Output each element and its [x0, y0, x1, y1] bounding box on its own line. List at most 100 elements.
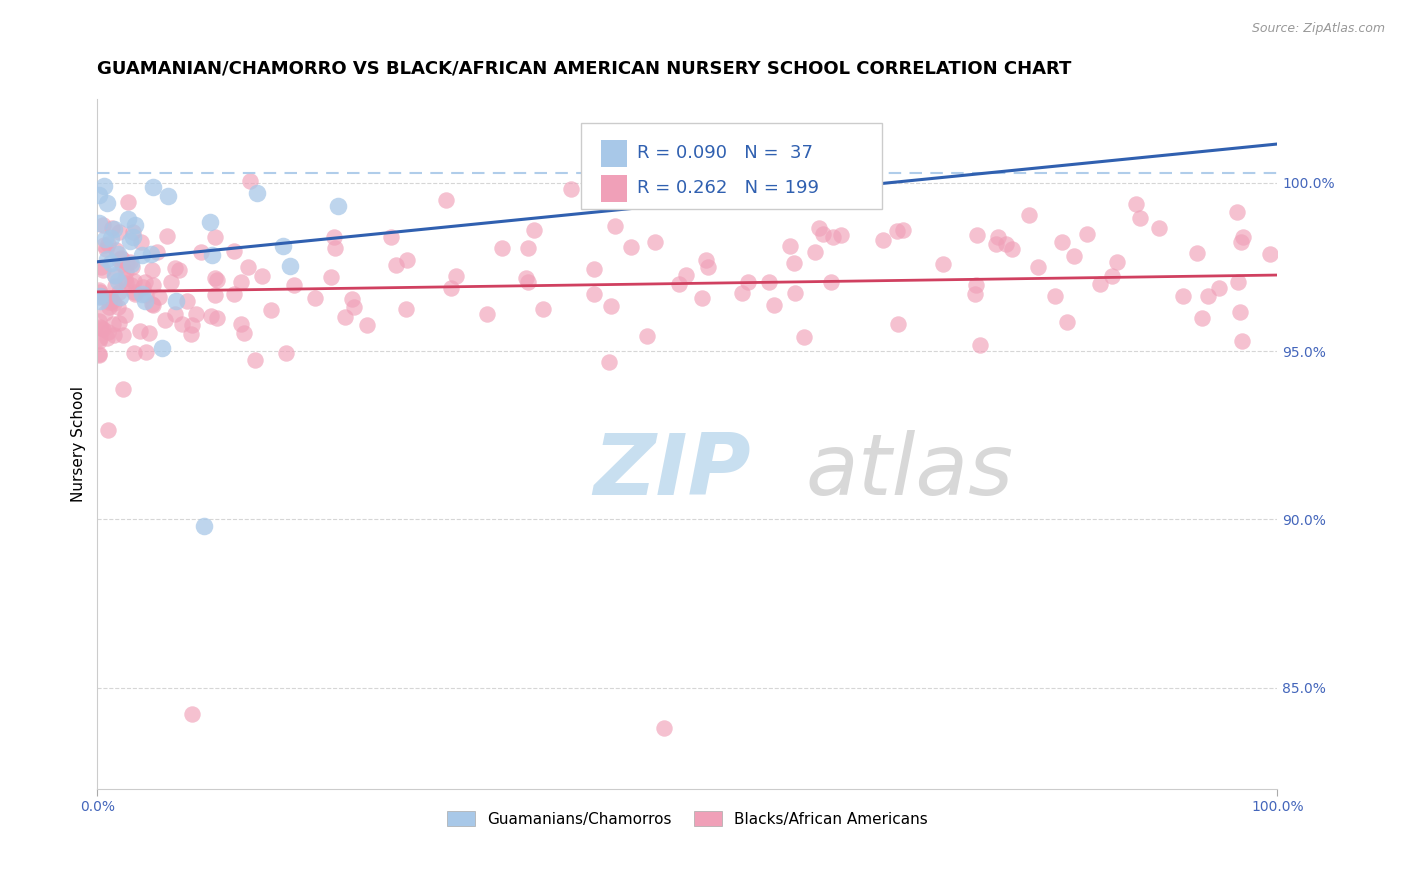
Point	[323, 229, 346, 244]
Point	[89, 348, 111, 362]
Point	[105, 244, 128, 258]
Point	[180, 707, 202, 722]
Point	[101, 220, 124, 235]
Point	[1045, 289, 1067, 303]
Point	[204, 288, 226, 302]
Point	[1230, 235, 1253, 249]
Point	[112, 328, 135, 343]
Point	[491, 241, 513, 255]
Point	[134, 275, 156, 289]
Point	[204, 229, 226, 244]
Point	[1026, 260, 1049, 274]
Point	[1258, 246, 1281, 260]
Point	[114, 272, 136, 286]
Point	[969, 338, 991, 352]
Point	[165, 293, 187, 308]
Point	[93, 305, 115, 319]
Point	[758, 275, 780, 289]
Point	[153, 313, 176, 327]
Point	[94, 242, 117, 256]
Point	[148, 290, 170, 304]
Point	[97, 237, 120, 252]
Point	[111, 257, 134, 271]
Point	[101, 317, 124, 331]
Point	[515, 270, 537, 285]
Point	[184, 307, 207, 321]
Point	[321, 270, 343, 285]
Point	[696, 260, 718, 274]
Point	[783, 286, 806, 301]
Point	[103, 296, 125, 310]
Point	[108, 253, 131, 268]
Point	[118, 255, 141, 269]
Point	[803, 244, 825, 259]
Point	[110, 251, 132, 265]
Point	[180, 326, 202, 341]
FancyBboxPatch shape	[581, 123, 882, 209]
Point	[135, 344, 157, 359]
Point	[986, 230, 1008, 244]
Point	[675, 268, 697, 282]
Point	[87, 216, 110, 230]
Point	[90, 320, 112, 334]
Point	[198, 215, 221, 229]
Point	[87, 283, 110, 297]
Point	[763, 298, 786, 312]
Point	[97, 301, 120, 315]
Point	[141, 262, 163, 277]
Point	[169, 263, 191, 277]
Point	[1232, 229, 1254, 244]
Point	[97, 423, 120, 437]
Point	[89, 347, 111, 361]
Point	[205, 273, 228, 287]
Point	[107, 285, 129, 299]
Point	[598, 355, 620, 369]
Point	[121, 229, 143, 244]
Point	[599, 299, 621, 313]
Point	[107, 274, 129, 288]
Point	[782, 256, 804, 270]
Point	[120, 277, 142, 292]
Point	[887, 317, 910, 331]
Point	[97, 325, 120, 339]
Point	[1056, 315, 1078, 329]
Point	[323, 241, 346, 255]
Point	[132, 280, 155, 294]
Point	[1171, 288, 1194, 302]
Point	[271, 239, 294, 253]
Point	[1018, 209, 1040, 223]
Point	[229, 318, 252, 332]
Point	[326, 199, 349, 213]
Point	[111, 252, 134, 266]
Point	[108, 290, 131, 304]
Point	[232, 326, 254, 340]
Point	[820, 276, 842, 290]
Point	[620, 240, 643, 254]
Point	[807, 220, 830, 235]
Y-axis label: Nursery School: Nursery School	[72, 385, 86, 501]
Legend: Guamanians/Chamorros, Blacks/African Americans: Guamanians/Chamorros, Blacks/African Ame…	[441, 805, 934, 832]
Point	[107, 300, 129, 314]
Point	[117, 211, 139, 226]
Point	[142, 278, 165, 293]
Point	[395, 253, 418, 268]
Point	[243, 352, 266, 367]
Point	[1101, 269, 1123, 284]
Point	[652, 721, 675, 735]
Point	[246, 186, 269, 200]
Point	[394, 301, 416, 316]
Point	[98, 295, 121, 310]
Point	[1226, 275, 1249, 289]
Point	[531, 302, 554, 317]
Point	[690, 291, 713, 305]
Point	[129, 324, 152, 338]
Point	[994, 237, 1017, 252]
Point	[779, 239, 801, 253]
Point	[96, 195, 118, 210]
Point	[1229, 305, 1251, 319]
Point	[813, 227, 835, 241]
Point	[872, 234, 894, 248]
Point	[222, 287, 245, 301]
Point	[965, 277, 987, 292]
Point	[93, 178, 115, 193]
